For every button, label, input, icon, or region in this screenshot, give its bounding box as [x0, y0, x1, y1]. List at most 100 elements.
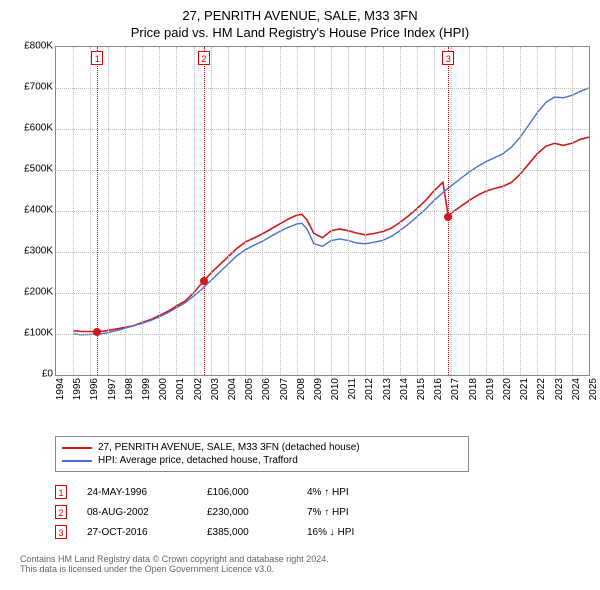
- x-tick-label: 2007: [279, 378, 290, 400]
- x-tick-label: 2019: [485, 378, 496, 400]
- y-axis: £0£100K£200K£300K£400K£500K£600K£700K£80…: [10, 46, 55, 376]
- event-detail-number-box: 1: [55, 485, 67, 499]
- x-tick-label: 1999: [141, 378, 152, 400]
- gridline-horizontal: [56, 252, 589, 253]
- legend-row: HPI: Average price, detached house, Traf…: [62, 454, 462, 467]
- gridline-vertical: [469, 47, 470, 375]
- y-tick-label: £600K: [24, 123, 53, 134]
- chart-title-line2: Price paid vs. HM Land Registry's House …: [10, 25, 590, 40]
- legend-row: 27, PENRITH AVENUE, SALE, M33 3FN (detac…: [62, 441, 462, 454]
- event-details-table: 1 24-MAY-1996 £106,000 4% ↑ HPI 2 08-AUG-2002…: [55, 482, 590, 542]
- event-detail-date: 24-MAY-1996: [87, 487, 187, 498]
- event-line: [97, 47, 98, 375]
- gridline-vertical: [176, 47, 177, 375]
- event-detail-price: £385,000: [207, 527, 287, 538]
- event-detail-row: 1 24-MAY-1996 £106,000 4% ↑ HPI: [55, 482, 590, 502]
- event-detail-row: 2 08-AUG-2002 £230,000 7% ↑ HPI: [55, 502, 590, 522]
- y-tick-label: £700K: [24, 82, 53, 93]
- x-tick-label: 2025: [588, 378, 599, 400]
- plot-area: 1 2 3: [55, 46, 590, 376]
- event-detail-price: £230,000: [207, 507, 287, 518]
- x-tick-label: 2017: [450, 378, 461, 400]
- event-line: [204, 47, 205, 375]
- x-tick-label: 2004: [227, 378, 238, 400]
- gridline-horizontal: [56, 293, 589, 294]
- y-tick-label: £300K: [24, 246, 53, 257]
- event-marker: [200, 277, 208, 285]
- gridline-vertical: [142, 47, 143, 375]
- x-tick-label: 1995: [72, 378, 83, 400]
- footer-line2: This data is licensed under the Open Gov…: [20, 564, 590, 574]
- gridline-vertical: [314, 47, 315, 375]
- event-detail-pct: 7% ↑ HPI: [307, 507, 397, 518]
- chart-area: £0£100K£200K£300K£400K£500K£600K£700K£80…: [10, 46, 590, 396]
- x-tick-label: 2015: [416, 378, 427, 400]
- gridline-vertical: [348, 47, 349, 375]
- y-tick-label: £0: [42, 369, 53, 380]
- x-tick-label: 1998: [124, 378, 135, 400]
- gridline-horizontal: [56, 334, 589, 335]
- event-detail-pct: 4% ↑ HPI: [307, 487, 397, 498]
- legend-swatch: [62, 460, 92, 462]
- x-tick-label: 2000: [158, 378, 169, 400]
- event-detail-number-box: 3: [55, 525, 67, 539]
- y-tick-label: £800K: [24, 41, 53, 52]
- event-detail-number-box: 2: [55, 505, 67, 519]
- event-marker: [444, 213, 452, 221]
- gridline-vertical: [572, 47, 573, 375]
- event-label-box: 2: [198, 51, 210, 65]
- x-tick-label: 1994: [55, 378, 66, 400]
- gridline-horizontal: [56, 211, 589, 212]
- x-tick-label: 1996: [89, 378, 100, 400]
- gridline-vertical: [417, 47, 418, 375]
- event-label-box: 1: [91, 51, 103, 65]
- gridline-horizontal: [56, 129, 589, 130]
- event-detail-price: £106,000: [207, 487, 287, 498]
- gridline-vertical: [245, 47, 246, 375]
- legend-label: HPI: Average price, detached house, Traf…: [98, 455, 298, 466]
- x-tick-label: 2021: [519, 378, 530, 400]
- gridline-vertical: [211, 47, 212, 375]
- gridline-vertical: [537, 47, 538, 375]
- event-label-box: 3: [442, 51, 454, 65]
- gridline-vertical: [73, 47, 74, 375]
- x-tick-label: 2005: [244, 378, 255, 400]
- gridline-vertical: [108, 47, 109, 375]
- gridline-vertical: [486, 47, 487, 375]
- gridline-vertical: [383, 47, 384, 375]
- x-tick-label: 2010: [330, 378, 341, 400]
- gridline-vertical: [520, 47, 521, 375]
- x-tick-label: 2003: [210, 378, 221, 400]
- event-marker: [93, 328, 101, 336]
- gridline-horizontal: [56, 170, 589, 171]
- gridline-vertical: [228, 47, 229, 375]
- gridline-vertical: [262, 47, 263, 375]
- x-tick-label: 2020: [502, 378, 513, 400]
- footer-line1: Contains HM Land Registry data © Crown c…: [20, 554, 590, 564]
- x-tick-label: 2023: [554, 378, 565, 400]
- y-tick-label: £500K: [24, 164, 53, 175]
- gridline-vertical: [297, 47, 298, 375]
- x-tick-label: 1997: [107, 378, 118, 400]
- x-tick-label: 2006: [261, 378, 272, 400]
- legend-box: 27, PENRITH AVENUE, SALE, M33 3FN (detac…: [55, 436, 469, 472]
- event-detail-date: 08-AUG-2002: [87, 507, 187, 518]
- gridline-vertical: [90, 47, 91, 375]
- x-tick-label: 2002: [193, 378, 204, 400]
- y-tick-label: £100K: [24, 328, 53, 339]
- gridline-vertical: [400, 47, 401, 375]
- gridline-vertical: [503, 47, 504, 375]
- x-tick-label: 2008: [296, 378, 307, 400]
- y-tick-label: £400K: [24, 205, 53, 216]
- y-tick-label: £200K: [24, 287, 53, 298]
- gridline-horizontal: [56, 88, 589, 89]
- x-tick-label: 2014: [399, 378, 410, 400]
- gridline-vertical: [365, 47, 366, 375]
- legend-label: 27, PENRITH AVENUE, SALE, M33 3FN (detac…: [98, 442, 360, 453]
- x-tick-label: 2022: [536, 378, 547, 400]
- page-root: 27, PENRITH AVENUE, SALE, M33 3FN Price …: [0, 0, 600, 590]
- footer-attribution: Contains HM Land Registry data © Crown c…: [20, 554, 590, 574]
- event-line: [448, 47, 449, 375]
- x-tick-label: 2024: [571, 378, 582, 400]
- legend-swatch: [62, 447, 92, 449]
